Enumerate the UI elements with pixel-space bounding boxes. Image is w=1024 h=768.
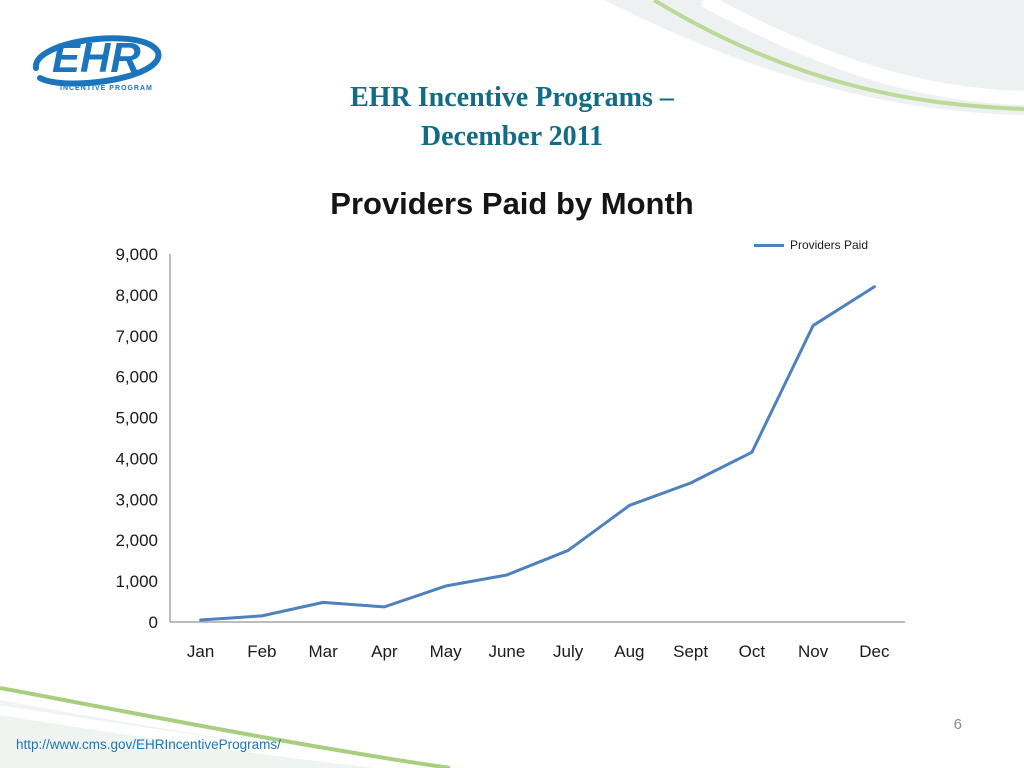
svg-text:Sept: Sept [673,642,708,661]
svg-text:Apr: Apr [371,642,398,661]
svg-text:4,000: 4,000 [115,449,158,468]
svg-text:May: May [430,642,463,661]
legend-series-label: Providers Paid [789,238,868,252]
page-number: 6 [953,716,962,733]
svg-text:Nov: Nov [798,642,829,661]
svg-text:Mar: Mar [308,642,338,661]
logo-subtext: INCENTIVE PROGRAM [60,85,153,92]
svg-text:7,000: 7,000 [115,327,158,346]
svg-text:Feb: Feb [247,642,276,661]
svg-text:5,000: 5,000 [115,409,158,428]
slide-title-line2: December 2011 [420,121,604,153]
logo-swoosh-top [33,35,161,71]
chart-area: Providers Paid 0 1,000 2,000 3,000 4,000 5,00… [60,232,940,677]
svg-text:6,000: 6,000 [115,368,158,387]
legend-line-swatch [753,243,784,247]
line-chart: 0 1,000 2,000 3,000 4,000 5,000 6,000 7,000 8,00… [115,245,905,661]
svg-text:Dec: Dec [859,642,890,661]
svg-text:8,000: 8,000 [115,286,158,305]
footer-source-link[interactable]: http://www.cms.gov/EHRIncentivePrograms/ [16,737,281,752]
svg-text:Aug: Aug [614,642,644,661]
chart-title: Providers Paid by Month [330,186,694,221]
svg-text:0: 0 [149,613,158,632]
logo-text: EHR [52,34,141,81]
svg-text:July: July [553,642,584,661]
svg-text:9,000: 9,000 [115,245,158,264]
slide-title: EHR Incentive Programs – December 2011 [0,78,1024,156]
svg-text:1,000: 1,000 [115,572,158,591]
ehr-incentive-program-logo: EHR INCENTIVE PROGRAM [33,34,162,92]
svg-text:Jan: Jan [187,642,214,661]
svg-text:June: June [488,642,525,661]
logo-swoosh-bottom [37,49,162,87]
slide-title-line1: EHR Incentive Programs – [350,82,674,113]
chart-legend: Providers Paid [753,238,868,252]
svg-text:Oct: Oct [739,642,766,661]
svg-text:2,000: 2,000 [115,531,158,550]
svg-text:3,000: 3,000 [115,490,158,509]
